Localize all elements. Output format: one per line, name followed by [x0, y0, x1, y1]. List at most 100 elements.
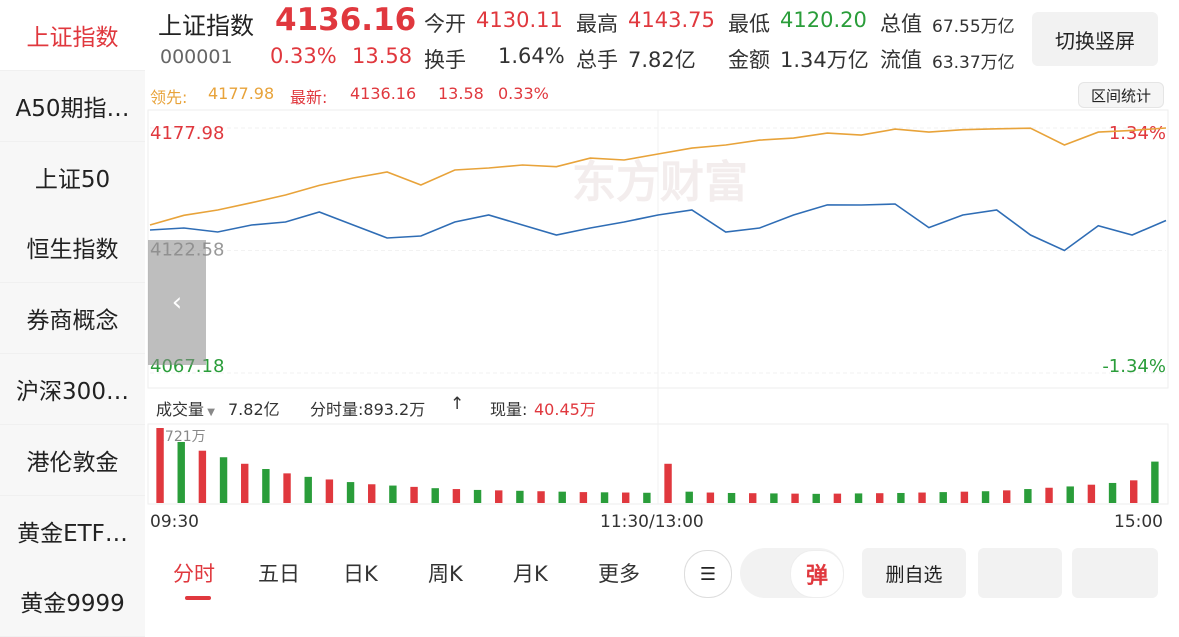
volume-bar	[876, 493, 884, 503]
volume-minute: 分时量:893.2万	[310, 400, 426, 419]
tab[interactable]: 分时	[173, 562, 215, 586]
note-icon[interactable]: ☰	[684, 550, 732, 598]
volume-bar	[368, 484, 376, 503]
volume-bar	[685, 491, 693, 503]
volume-bar	[1024, 489, 1032, 503]
y-tick-label: 4177.98	[150, 123, 224, 144]
volume-bar	[495, 490, 503, 503]
stat-value: 4120.20	[780, 8, 867, 32]
volume-bar	[1108, 482, 1117, 503]
volume-bar	[473, 489, 482, 503]
volume-bar	[727, 492, 736, 503]
stat-label: 总值	[880, 12, 922, 36]
time-label: 09:30	[150, 512, 199, 532]
sidebar-item[interactable]: 上证50	[0, 141, 145, 213]
chart: 东方财富 4067.184122.584177.98-1.34%1.34%172…	[147, 109, 1169, 505]
volume-bar	[241, 463, 249, 503]
stat-value: 67.55万亿	[932, 17, 1015, 37]
volume-bar	[981, 491, 990, 503]
tab[interactable]: 五日	[258, 562, 300, 586]
volume-bar	[516, 490, 524, 503]
stat-value: 63.37万亿	[932, 53, 1015, 73]
stock-pct: 0.33%	[270, 44, 337, 68]
latest-change: 13.58	[438, 84, 484, 103]
stat-label: 最高	[576, 12, 618, 36]
volume-bar	[706, 492, 715, 503]
orientation-button[interactable]: 切换竖屏	[1032, 12, 1158, 66]
volume-bar	[283, 473, 291, 503]
stock-change: 13.58	[352, 44, 413, 68]
volume-bar	[156, 428, 164, 503]
volume-bar	[1066, 486, 1074, 503]
current-value: 40.45万	[534, 400, 596, 419]
stock-code: 000001	[160, 46, 233, 68]
pop-button[interactable]: 弹	[790, 550, 844, 598]
sidebar-item[interactable]: 港伦敦金	[0, 424, 145, 496]
volume-bar	[537, 491, 545, 503]
latest-pct: 0.33%	[498, 84, 549, 103]
volume-bar	[833, 493, 842, 503]
tab[interactable]: 日K	[343, 562, 378, 586]
volume-bar	[812, 493, 820, 503]
blank-button[interactable]	[1072, 548, 1158, 598]
stat-value: 1.64%	[498, 44, 565, 68]
price-line	[149, 127, 1167, 226]
volume-bar	[770, 493, 778, 503]
volume-bar	[939, 492, 947, 503]
watermark: 东方财富	[572, 157, 748, 208]
volume-bar	[854, 493, 863, 503]
volume-bar	[791, 493, 799, 503]
collapse-arrow: ‹	[172, 288, 182, 318]
stock-name: 上证指数	[158, 12, 254, 40]
collapse-handle[interactable]	[148, 240, 206, 365]
volume-bar	[198, 450, 207, 503]
volume-label: 成交量 ▼	[156, 400, 215, 419]
stock-price: 4136.16	[275, 2, 417, 38]
sidebar-item[interactable]: 黄金ETF…	[0, 495, 145, 567]
sidebar-item[interactable]: 券商概念	[0, 283, 145, 355]
range-stats-button[interactable]: 区间统计	[1078, 82, 1164, 108]
stat-label: 总手	[576, 48, 618, 72]
latest-label: 最新:	[290, 88, 328, 107]
volume-label-text: 成交量	[156, 400, 205, 419]
volume-bar	[431, 488, 439, 503]
time-label: 11:30/13:00	[600, 512, 704, 532]
tab[interactable]: 月K	[513, 562, 548, 586]
price-line	[149, 203, 1167, 252]
tab[interactable]: 周K	[428, 562, 463, 586]
tab[interactable]: 更多	[598, 562, 640, 586]
volume-bar	[664, 463, 672, 503]
sidebar-item[interactable]: 沪深300…	[0, 354, 145, 425]
stat-label: 今开	[424, 12, 466, 36]
stat-label: 流值	[880, 48, 922, 72]
sidebar-item[interactable]: A50期指…	[0, 70, 145, 142]
volume-bar	[177, 441, 185, 503]
current-label: 现量:	[490, 400, 528, 419]
volume-bar	[1130, 480, 1138, 503]
volume-bar	[325, 479, 334, 503]
volume-bar	[643, 492, 651, 503]
volume-bar	[410, 486, 418, 503]
volume-bar	[918, 492, 926, 503]
stat-label: 金额	[728, 48, 770, 72]
sidebar-item[interactable]: 上证指数	[0, 0, 145, 71]
volume-bar	[1003, 490, 1011, 503]
volume-bar	[346, 482, 355, 503]
volume-bar	[1045, 487, 1053, 503]
stat-value: 1.34万亿	[780, 48, 869, 72]
favorite-button[interactable]: 删自选	[862, 548, 966, 598]
leader-value: 4177.98	[208, 84, 275, 103]
stat-value: 4143.75	[628, 8, 715, 32]
latest-value: 4136.16	[350, 84, 417, 103]
volume-bar	[897, 492, 905, 503]
volume-bar	[452, 489, 461, 503]
y2-tick-label: -1.34%	[1102, 356, 1166, 377]
time-label: 15:00	[1114, 512, 1163, 532]
y2-tick-label: 1.34%	[1109, 123, 1166, 144]
blank-button[interactable]	[978, 548, 1062, 598]
volume-bar	[622, 492, 630, 503]
volume-bar	[558, 491, 566, 503]
volume-bar	[262, 469, 270, 503]
sidebar-item[interactable]: 恒生指数	[0, 212, 145, 284]
volume-bar	[1087, 484, 1096, 503]
